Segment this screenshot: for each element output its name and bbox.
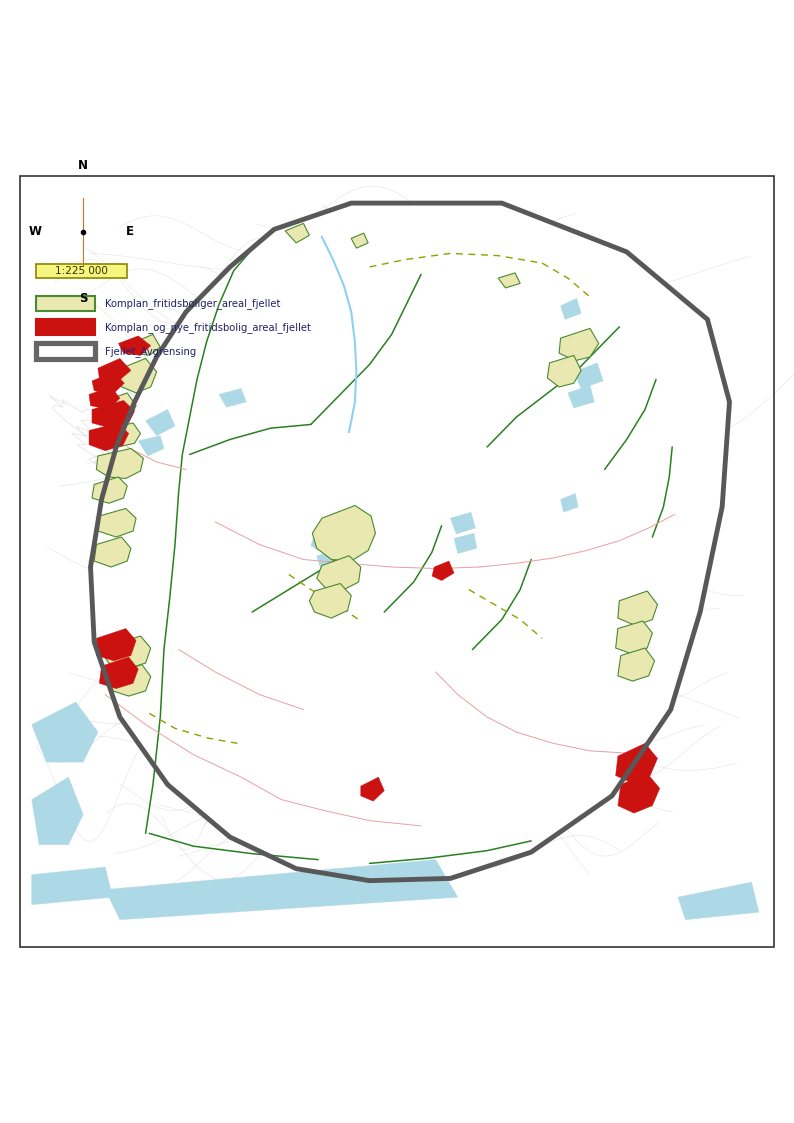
FancyBboxPatch shape	[36, 295, 95, 311]
Text: Komplan_og_nye_fritidsbolig_areal_fjellet: Komplan_og_nye_fritidsbolig_areal_fjelle…	[105, 322, 310, 332]
Polygon shape	[574, 363, 603, 389]
Polygon shape	[92, 372, 125, 394]
Polygon shape	[98, 358, 131, 381]
Polygon shape	[89, 423, 129, 450]
Polygon shape	[219, 389, 246, 408]
Polygon shape	[116, 358, 156, 393]
Polygon shape	[89, 387, 120, 410]
Polygon shape	[105, 859, 457, 920]
Polygon shape	[618, 774, 660, 813]
Polygon shape	[98, 509, 136, 537]
Polygon shape	[454, 533, 477, 554]
Polygon shape	[360, 777, 384, 801]
Polygon shape	[312, 505, 376, 562]
Polygon shape	[99, 393, 136, 421]
Polygon shape	[678, 883, 759, 920]
Text: N: N	[79, 158, 88, 172]
Polygon shape	[118, 336, 151, 355]
FancyBboxPatch shape	[36, 319, 95, 335]
Text: S: S	[79, 292, 87, 305]
Polygon shape	[498, 273, 520, 287]
Polygon shape	[99, 657, 138, 688]
Polygon shape	[94, 537, 131, 567]
Text: Fjellet_Avgrensing: Fjellet_Avgrensing	[105, 346, 196, 356]
Polygon shape	[432, 562, 454, 581]
Polygon shape	[113, 665, 151, 696]
FancyBboxPatch shape	[36, 264, 127, 279]
Text: W: W	[29, 226, 41, 238]
Polygon shape	[104, 636, 151, 668]
Polygon shape	[615, 621, 653, 654]
Polygon shape	[618, 648, 654, 681]
Polygon shape	[547, 355, 581, 387]
Polygon shape	[351, 234, 368, 248]
Polygon shape	[317, 556, 360, 590]
Polygon shape	[32, 867, 113, 905]
FancyBboxPatch shape	[36, 344, 95, 359]
Polygon shape	[310, 584, 351, 618]
Polygon shape	[561, 299, 581, 319]
Polygon shape	[91, 203, 730, 880]
Polygon shape	[131, 335, 160, 355]
Polygon shape	[145, 410, 175, 436]
Text: Komplan_fritidsboliger_areal_fjellet: Komplan_fritidsboliger_areal_fjellet	[105, 298, 280, 309]
Polygon shape	[559, 328, 599, 360]
Polygon shape	[618, 591, 657, 626]
Polygon shape	[32, 702, 98, 763]
Polygon shape	[92, 477, 127, 503]
Polygon shape	[317, 548, 353, 573]
Polygon shape	[568, 385, 595, 408]
Text: 1:225 000: 1:225 000	[55, 266, 108, 276]
Polygon shape	[138, 436, 164, 456]
Polygon shape	[450, 512, 476, 535]
Polygon shape	[615, 743, 657, 783]
Polygon shape	[32, 777, 83, 844]
Polygon shape	[109, 423, 141, 447]
Polygon shape	[561, 493, 578, 512]
Text: E: E	[125, 226, 133, 238]
Polygon shape	[310, 523, 359, 554]
Polygon shape	[285, 223, 310, 243]
Polygon shape	[96, 448, 144, 478]
Polygon shape	[96, 629, 136, 660]
Polygon shape	[92, 401, 134, 428]
